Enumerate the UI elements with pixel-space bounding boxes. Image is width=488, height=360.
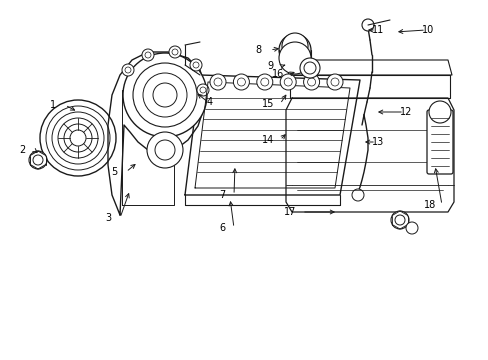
Text: 5: 5 <box>111 167 117 177</box>
Circle shape <box>209 74 225 90</box>
Circle shape <box>279 42 310 74</box>
Polygon shape <box>285 98 453 212</box>
Text: 9: 9 <box>266 61 272 71</box>
Circle shape <box>260 78 268 86</box>
Circle shape <box>394 215 404 225</box>
Text: 10: 10 <box>421 25 433 35</box>
Circle shape <box>142 73 186 117</box>
Circle shape <box>233 74 249 90</box>
Circle shape <box>169 46 181 58</box>
Circle shape <box>70 130 86 146</box>
Circle shape <box>122 64 134 76</box>
Text: 2: 2 <box>19 145 25 155</box>
Circle shape <box>197 84 208 96</box>
Text: 16: 16 <box>271 69 284 79</box>
Circle shape <box>64 124 92 152</box>
Circle shape <box>153 83 177 107</box>
Circle shape <box>125 67 131 73</box>
Text: 3: 3 <box>105 213 111 223</box>
Circle shape <box>361 19 373 31</box>
Circle shape <box>237 78 245 86</box>
Circle shape <box>147 132 183 168</box>
Circle shape <box>326 74 342 90</box>
Circle shape <box>256 74 272 90</box>
Text: 4: 4 <box>206 97 213 107</box>
Text: 14: 14 <box>262 135 274 145</box>
Circle shape <box>279 34 310 66</box>
Circle shape <box>133 63 197 127</box>
Circle shape <box>172 49 178 55</box>
Circle shape <box>307 78 315 86</box>
Circle shape <box>304 62 315 74</box>
Text: 18: 18 <box>423 200 435 210</box>
Circle shape <box>29 151 47 169</box>
Circle shape <box>390 211 408 229</box>
Text: 17: 17 <box>283 207 296 217</box>
Text: 7: 7 <box>219 190 224 200</box>
Circle shape <box>142 49 154 61</box>
Text: 8: 8 <box>254 45 261 55</box>
Circle shape <box>155 140 175 160</box>
Text: 6: 6 <box>219 223 224 233</box>
Circle shape <box>280 74 296 90</box>
Text: 1: 1 <box>50 100 56 110</box>
Circle shape <box>214 78 222 86</box>
Polygon shape <box>184 75 359 195</box>
Circle shape <box>46 106 110 170</box>
Text: 12: 12 <box>399 107 411 117</box>
Circle shape <box>284 78 292 86</box>
Text: 13: 13 <box>371 137 384 147</box>
Polygon shape <box>195 82 349 188</box>
Circle shape <box>123 53 206 137</box>
FancyBboxPatch shape <box>426 110 452 174</box>
Circle shape <box>58 118 98 158</box>
Circle shape <box>299 58 319 78</box>
Circle shape <box>190 59 202 71</box>
Circle shape <box>40 100 116 176</box>
Text: 11: 11 <box>371 25 384 35</box>
Circle shape <box>145 52 151 58</box>
Circle shape <box>303 74 319 90</box>
Circle shape <box>405 222 417 234</box>
Polygon shape <box>289 75 449 98</box>
Polygon shape <box>122 90 174 205</box>
Circle shape <box>330 78 338 86</box>
Polygon shape <box>108 52 204 215</box>
Circle shape <box>351 189 363 201</box>
Circle shape <box>52 112 104 164</box>
Circle shape <box>33 155 43 165</box>
Polygon shape <box>287 60 451 75</box>
Circle shape <box>428 101 450 123</box>
Circle shape <box>193 62 199 68</box>
Circle shape <box>282 33 307 59</box>
Text: 15: 15 <box>261 99 274 109</box>
Circle shape <box>200 87 205 93</box>
